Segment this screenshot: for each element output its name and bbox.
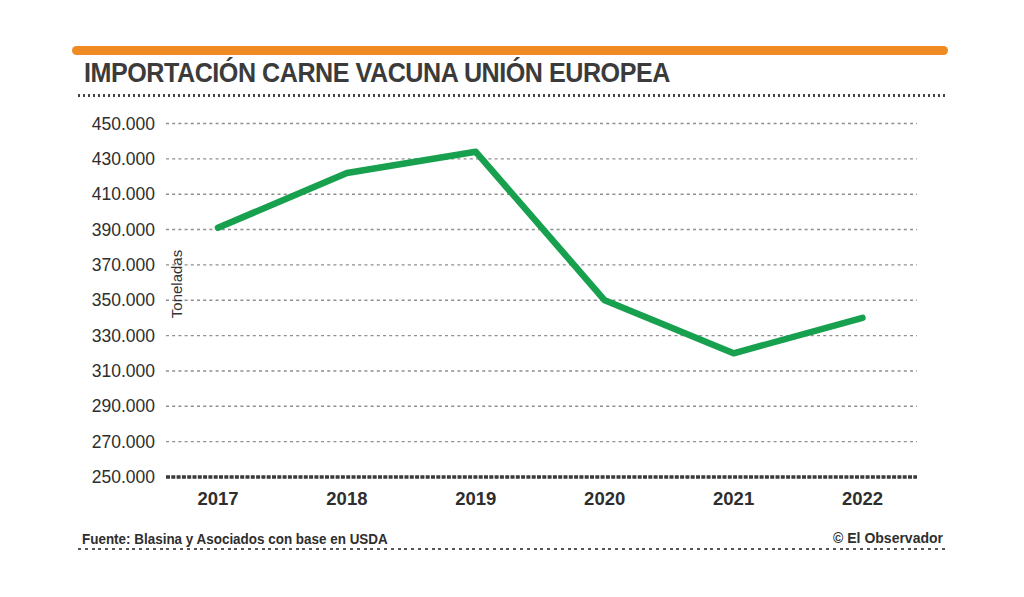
y-tick-label: 270.000: [92, 432, 156, 452]
x-tick-label: 2020: [584, 488, 625, 509]
line-chart: 450.000 430.000 410.000 390.000 370.000 350.0…: [0, 108, 1024, 520]
y-tick-label: 250.000: [92, 467, 156, 487]
x-tick-label: 2021: [713, 488, 754, 509]
x-tick-label: 2017: [197, 488, 238, 509]
publisher-credit: © El Observador: [833, 530, 943, 546]
y-axis-title: Toneladas: [168, 250, 185, 318]
y-tick-label: 390.000: [92, 220, 156, 240]
data-line-series: [218, 152, 863, 353]
y-tick-label: 350.000: [92, 290, 156, 310]
source-note: Fuente: Blasina y Asociados con base en …: [82, 531, 388, 547]
y-tick-label: 430.000: [92, 149, 156, 169]
x-tick-label: 2018: [326, 488, 367, 509]
y-tick-label: 450.000: [92, 114, 156, 134]
y-tick-label: 290.000: [92, 396, 156, 416]
x-tick-label: 2022: [842, 488, 883, 509]
x-tick-label: 2019: [455, 488, 496, 509]
y-tick-label: 370.000: [92, 255, 156, 275]
title-divider: [78, 94, 946, 97]
y-tick-label: 310.000: [92, 361, 156, 381]
y-tick-label: 330.000: [92, 326, 156, 346]
y-tick-label: 410.000: [92, 184, 156, 204]
chart-canvas: 450.000 430.000 410.000 390.000 370.000 350.0…: [0, 108, 1024, 520]
page-title: IMPORTACIÓN CARNE VACUNA UNIÓN EUROPEA: [84, 58, 670, 89]
footer-divider: [78, 548, 946, 550]
infographic-card: IMPORTACIÓN CARNE VACUNA UNIÓN EUROPEA 4…: [0, 0, 1024, 597]
accent-bar: [72, 46, 948, 55]
